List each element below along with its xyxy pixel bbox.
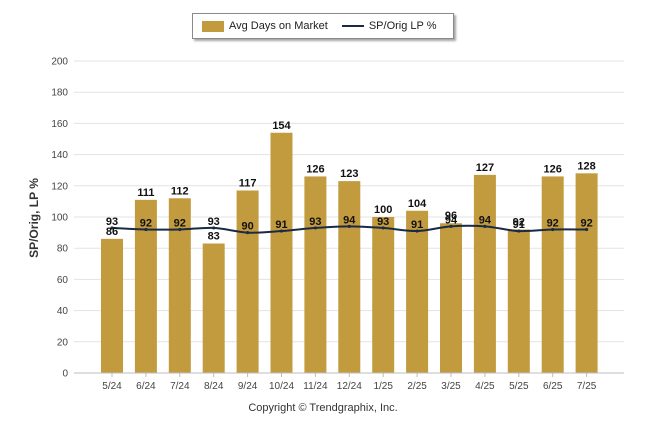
line-point [483,224,487,228]
y-tick-label: 180 [51,88,68,99]
bar [101,238,123,373]
x-tick-label: 1/25 [373,381,393,392]
x-tick-label: 12/24 [337,381,362,392]
legend-item-bar: Avg Days on Market [193,20,328,32]
line-data-label: 91 [275,219,287,231]
x-tick-label: 7/25 [577,381,597,392]
bar-data-label: 104 [408,198,427,210]
x-tick-label: 7/24 [170,381,190,392]
legend-label-bar: Avg Days on Market [229,20,328,32]
line-point [347,224,351,228]
legend-label-line: SP/Orig LP % [368,20,437,32]
bar [473,174,496,373]
line-data-label: 92 [580,217,592,229]
y-tick-label: 60 [57,275,69,286]
y-tick-label: 0 [62,369,68,380]
line-point [381,226,385,230]
bar [406,210,429,373]
bar [575,173,598,373]
bar-data-label: 126 [306,163,324,175]
bar [372,217,395,373]
x-tick-label: 8/24 [204,381,224,392]
y-tick-label: 200 [51,57,68,68]
line-data-label: 94 [479,214,492,226]
bar [270,132,293,373]
bar-data-label: 117 [239,177,257,189]
bar-data-label: 112 [171,185,189,197]
line-data-label: 91 [411,219,423,231]
line-data-label: 93 [377,216,389,228]
line-point [110,226,114,230]
bar [134,199,157,373]
x-tick-label: 11/24 [303,381,328,392]
line-point [551,227,555,232]
legend-swatch-bar [202,20,224,32]
bar [338,181,361,373]
line-data-label: 93 [309,216,321,228]
y-tick-label: 120 [51,181,68,192]
x-tick-label: 5/24 [102,381,122,392]
line-point [517,229,521,233]
legend-item-line: SP/Orig LP % [328,20,437,32]
bar-data-label: 128 [577,160,595,172]
line-point [279,229,284,233]
x-tick-label: 6/24 [136,381,156,392]
line-data-label: 94 [445,214,458,226]
y-tick-label: 160 [51,119,68,130]
line-point [246,231,250,235]
line-data-label: 91 [513,219,525,231]
bar [236,190,259,373]
line-point [144,227,148,232]
bar-data-label: 92 [513,216,525,228]
bar-data-label: 111 [137,187,154,199]
y-tick-label: 100 [51,213,68,224]
bar [507,229,530,373]
x-tick-label: 4/25 [475,381,495,392]
bar-data-label: 83 [208,231,220,243]
bar-data-label: 154 [272,120,291,132]
bar-data-label: 126 [544,163,562,175]
legend: Avg Days on Market SP/Orig LP % [192,13,454,39]
x-tick-label: 6/25 [543,381,563,392]
x-tick-label: 2/25 [407,381,427,392]
bar [440,223,462,373]
bar-data-label: 127 [476,162,494,174]
line-data-label: 93 [106,216,118,228]
line-point [415,229,419,233]
y-tick-label: 40 [57,306,69,317]
bar-data-label: 100 [374,204,392,216]
line-data-label: 92 [140,217,152,229]
legend-swatch-line [341,25,364,27]
bar [304,176,327,373]
bar-data-label: 96 [445,210,457,222]
line-data-label: 93 [208,216,220,228]
line-point [585,227,589,232]
y-tick-label: 20 [57,337,69,348]
bar [202,243,225,373]
x-tick-label: 3/25 [441,381,461,392]
line-data-label: 94 [343,214,356,226]
x-tick-label: 9/24 [238,381,258,392]
x-tick-label: 5/25 [509,381,529,392]
line-data-label: 90 [241,221,253,233]
line-point [178,227,182,232]
bar [541,176,564,373]
bar [168,198,191,373]
line-data-label: 92 [547,217,559,229]
copyright-text: Copyright © Trendgraphix, Inc. [248,402,398,414]
y-tick-label: 140 [51,150,68,161]
y-tick-label: 80 [57,244,69,255]
bar-data-label: 123 [340,168,358,180]
line-point [212,226,216,230]
line-data-label: 92 [174,217,186,229]
bar-data-label: 86 [106,226,118,238]
line-point [449,224,453,228]
line-point [313,226,317,230]
x-tick-label: 10/24 [269,381,294,392]
